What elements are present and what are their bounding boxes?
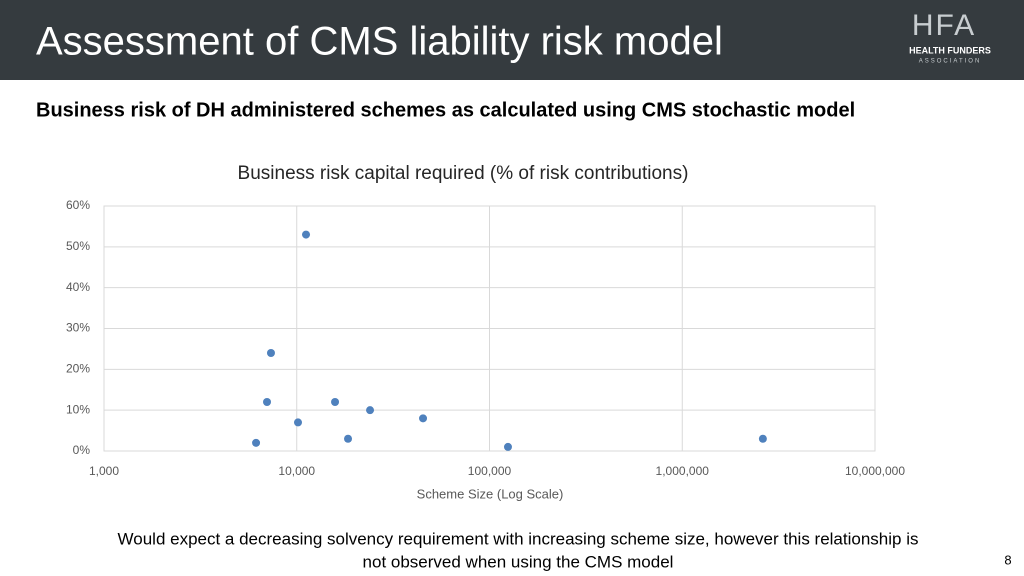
- y-tick-label: 10%: [66, 402, 90, 416]
- scatter-point: [758, 434, 767, 443]
- y-tick-label: 60%: [66, 198, 90, 212]
- y-tick-label: 30%: [66, 321, 90, 335]
- logo-mark: HFA: [912, 9, 976, 42]
- y-tick-label: 50%: [66, 239, 90, 253]
- scatter-point: [331, 398, 340, 406]
- scatter-point: [252, 438, 261, 447]
- footer-line: not observed when using the CMS model: [363, 552, 674, 571]
- scatter-point: [419, 414, 428, 423]
- y-tick-label: 0%: [73, 443, 91, 457]
- x-tick-label: 100,000: [468, 464, 512, 478]
- x-tick-label: 1,000: [89, 464, 119, 478]
- scatter-point: [503, 442, 512, 451]
- logo-tagline: ASSOCIATION: [919, 59, 982, 65]
- subtitle: Business risk of DH administered schemes…: [36, 99, 855, 121]
- x-tick-label: 10,000,000: [845, 464, 905, 478]
- scatter-point: [344, 434, 353, 443]
- x-tick-label: 10,000: [278, 464, 315, 478]
- y-tick-label: 40%: [66, 280, 90, 294]
- chart-title: Business risk capital required (% of ris…: [238, 163, 689, 184]
- scatter-point: [302, 230, 311, 239]
- slide-title: Assessment of CMS liability risk model: [36, 20, 723, 64]
- scatter-point: [266, 349, 275, 357]
- scatter-point: [293, 418, 302, 427]
- page-number: 8: [1004, 552, 1011, 567]
- scatter-point: [366, 406, 375, 415]
- x-tick-label: 1,000,000: [656, 464, 710, 478]
- logo-name: HEALTH FUNDERS: [909, 45, 991, 55]
- footer-line: Would expect a decreasing solvency requi…: [118, 529, 919, 548]
- x-axis-label: Scheme Size (Log Scale): [417, 486, 564, 501]
- header-bar: [0, 0, 1024, 80]
- y-tick-label: 20%: [66, 362, 90, 376]
- scatter-point: [263, 398, 272, 406]
